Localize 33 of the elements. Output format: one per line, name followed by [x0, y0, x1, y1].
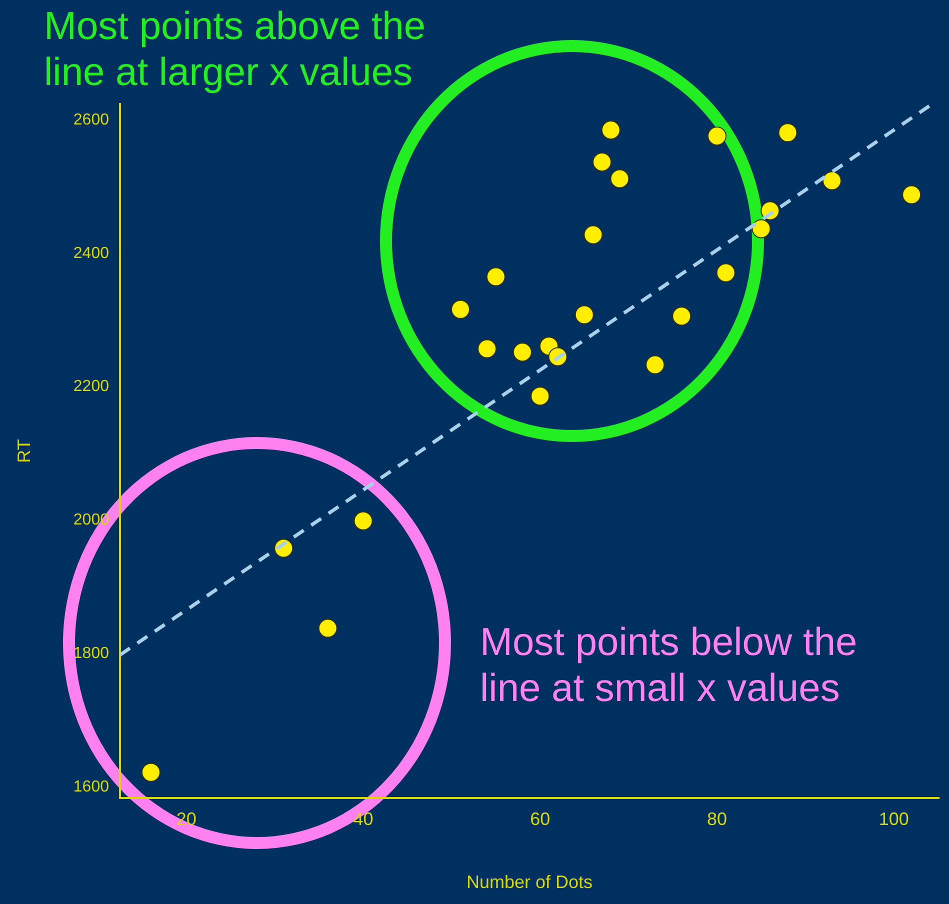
x-tick-label: 100 — [878, 808, 909, 829]
point — [451, 300, 470, 319]
point — [318, 618, 338, 638]
text: Most points above the line at larger x values — [44, 4, 427, 96]
point — [584, 225, 603, 244]
point — [672, 306, 692, 326]
x-axis-title: Number of Dots — [466, 872, 593, 892]
x-tick-label: 60 — [530, 808, 550, 829]
x-tick-label: 40 — [353, 808, 374, 829]
point — [354, 511, 373, 530]
point — [592, 152, 612, 172]
point — [646, 355, 665, 374]
point — [478, 339, 497, 358]
point — [822, 171, 842, 190]
point — [902, 185, 922, 204]
point — [778, 123, 798, 142]
y-tick-label: 2400 — [73, 244, 110, 262]
y-tick-label: 2200 — [73, 378, 110, 396]
point — [486, 267, 506, 286]
point — [716, 263, 736, 282]
point — [610, 169, 630, 188]
y-tick-label: 1600 — [73, 778, 110, 796]
point — [530, 386, 550, 406]
point — [141, 762, 160, 782]
x-tick-label: 80 — [706, 808, 728, 829]
point — [752, 219, 771, 238]
annotation: Most points below the line at small x values — [480, 620, 858, 712]
y-tick-label: 2600 — [73, 111, 110, 128]
point — [574, 305, 594, 324]
y-axis-title: RT — [14, 439, 34, 463]
point — [512, 342, 532, 362]
point — [708, 126, 727, 146]
point — [601, 120, 620, 140]
